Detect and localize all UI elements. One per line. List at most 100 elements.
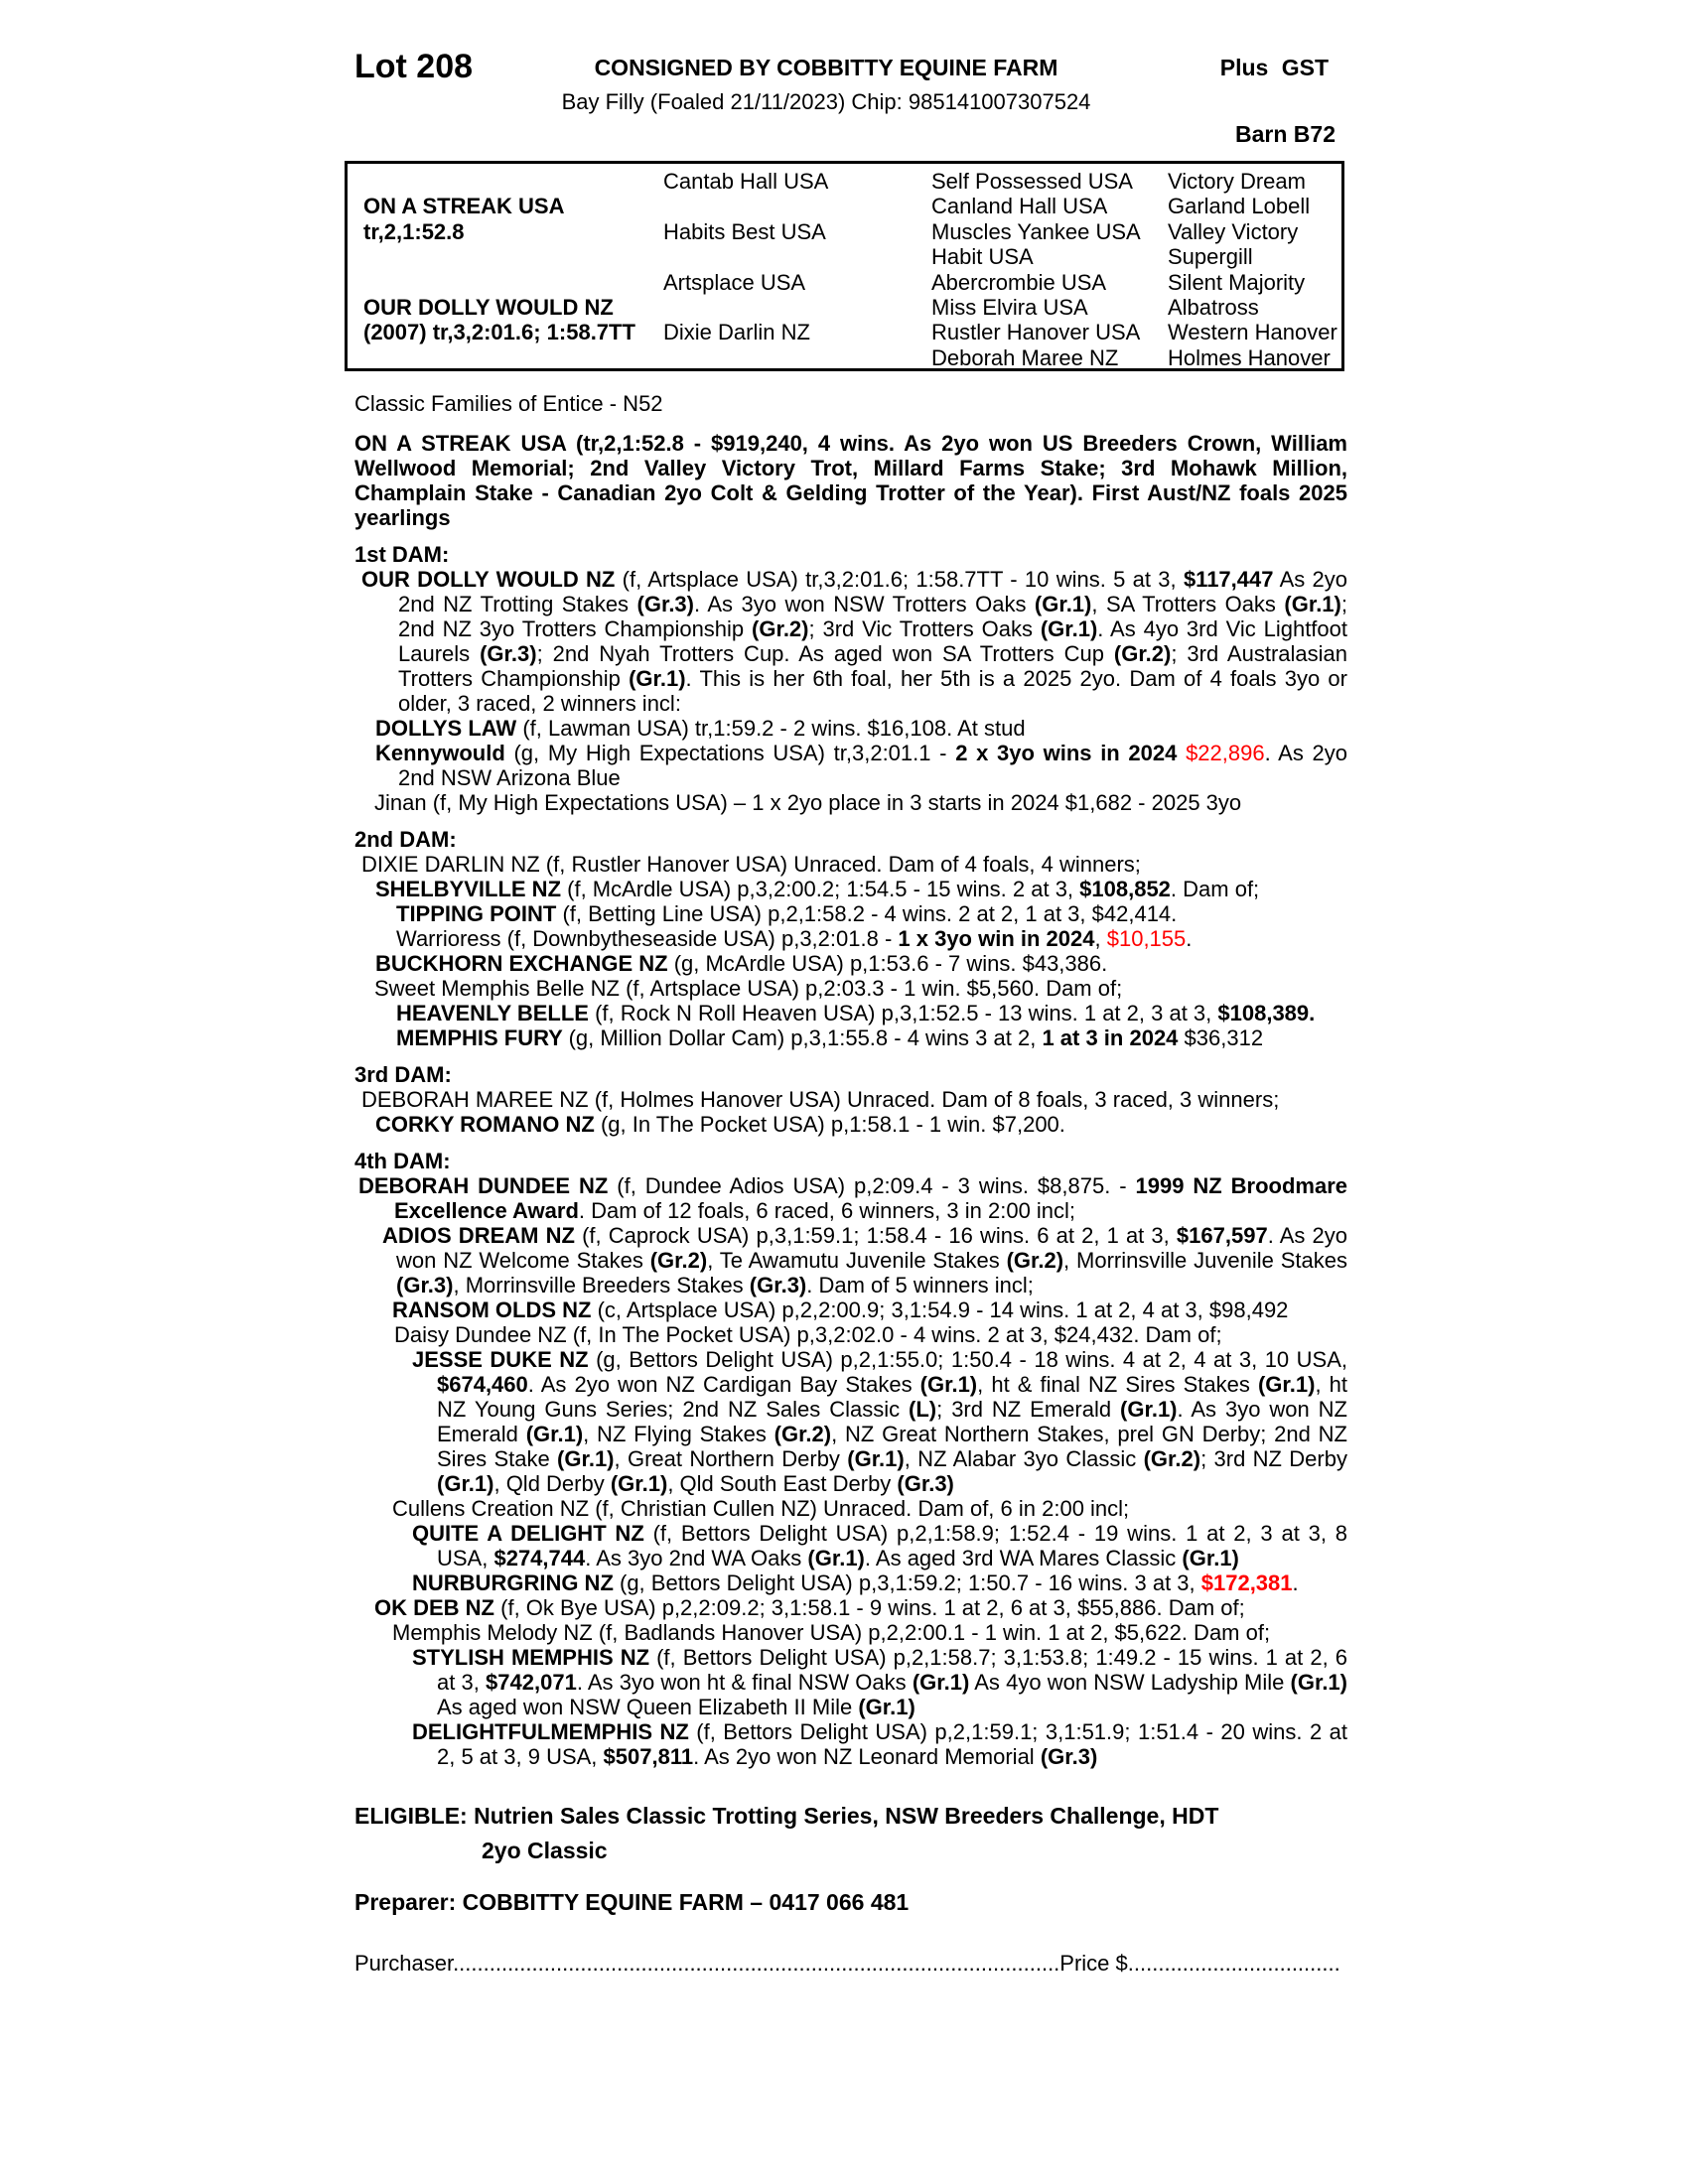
text-run: . As 3yo won NSW Trotters Oaks xyxy=(694,592,1035,616)
text-run: $36,312 xyxy=(1178,1025,1264,1050)
pedigree-cell: Artsplace USA xyxy=(663,269,806,295)
pedigree-cell: Silent Majority xyxy=(1168,269,1306,295)
pedigree-cell: Garland Lobell xyxy=(1168,194,1311,219)
pedigree-cell: Dixie Darlin NZ xyxy=(663,320,810,345)
text-run: (Gr.2) xyxy=(1143,1446,1201,1471)
pedigree-col-gen2: Cantab Hall USA Habits Best USA Artsplac… xyxy=(663,169,828,370)
pedigree-col-parents: ON A STREAK USA tr,2,1:52.8 OUR DOLLY WO… xyxy=(363,169,635,370)
para-jinan: Jinan (f, My High Expectations USA) – 1 … xyxy=(354,790,1347,815)
text-run: As 4yo won NSW Ladyship Mile xyxy=(969,1670,1291,1695)
pedigree-cell: Muscles Yankee USA xyxy=(931,218,1141,244)
text-run: 2 x 3yo wins in 2024 xyxy=(955,741,1187,765)
pedigree-cell: Self Possessed USA xyxy=(931,169,1133,194)
text-run: SHELBYVILLE NZ xyxy=(375,877,568,901)
pedigree-cell xyxy=(663,244,828,269)
pedigree-cell: Rustler Hanover USA xyxy=(931,320,1141,345)
barn-number: Barn B72 xyxy=(1235,121,1336,147)
sire-name: ON A STREAK USA xyxy=(363,194,565,219)
text-run: Purchaser xyxy=(354,1951,454,1976)
text-run: Price $ xyxy=(1059,1951,1128,1976)
para-kennywould: Kennywould (g, My High Expectations USA)… xyxy=(354,741,1347,790)
purchaser-line: Purchaser...............................… xyxy=(354,1951,1347,1976)
text-run: STYLISH MEMPHIS NZ xyxy=(412,1645,657,1670)
text-run: (Gr.1) xyxy=(610,1471,668,1496)
text-run: ; 2nd NZ 3yo Trotters Championship xyxy=(398,592,1347,641)
para-delightfulmemphis: DELIGHTFULMEMPHIS NZ (f, Bettors Delight… xyxy=(354,1719,1347,1769)
para-dollys-law: DOLLYS LAW (f, Lawman USA) tr,1:59.2 - 2… xyxy=(354,716,1347,741)
para-deborah-maree: DEBORAH MAREE NZ (f, Holmes Hanover USA)… xyxy=(354,1087,1347,1112)
text-run: Warrioress (f, Downbytheseaside USA) p,3… xyxy=(396,926,899,951)
para-ransom-olds: RANSOM OLDS NZ (c, Artsplace USA) p,2,2:… xyxy=(354,1297,1347,1322)
text-run: (f, Lawman USA) tr,1:59.2 - 2 wins. $16,… xyxy=(522,716,1026,741)
pedigree-cell: Victory Dream xyxy=(1168,169,1306,194)
text-run: (Gr.1) xyxy=(1182,1546,1239,1570)
text-run: (Gr.2) xyxy=(649,1248,708,1273)
preparer-line: Preparer: COBBITTY EQUINE FARM – 0417 06… xyxy=(354,1890,1347,1915)
text-run: (f, Bettors Delight USA) p,2,1:59.1; 3,1… xyxy=(437,1719,1347,1769)
heading-1st-dam: 1st DAM: xyxy=(354,542,1347,567)
para-tipping-point: TIPPING POINT (f, Betting Line USA) p,2,… xyxy=(354,901,1347,926)
text-run: (c, Artsplace USA) p,2,2:00.9; 3,1:54.9 … xyxy=(597,1297,1289,1322)
para-adios-dream: ADIOS DREAM NZ (f, Caprock USA) p,3,1:59… xyxy=(354,1223,1347,1297)
text-run: (Gr.1) xyxy=(858,1695,915,1719)
text-run: (Gr.3) xyxy=(897,1471,954,1496)
text-run: $167,597 xyxy=(1176,1223,1268,1248)
heading-4th-dam: 4th DAM: xyxy=(354,1149,1347,1173)
text-run: (Gr.2) xyxy=(1006,1248,1064,1273)
text-run: . This is her 6th foal, her 5th is a 202… xyxy=(398,666,1347,716)
pedigree-cell: Habit USA xyxy=(931,244,1034,270)
text-run: $10,155 xyxy=(1106,926,1187,951)
text-run: (Gr.1) xyxy=(847,1446,905,1471)
pedigree-cell: Miss Elvira USA xyxy=(931,294,1088,320)
pedigree-cell: Holmes Hanover xyxy=(1168,344,1331,370)
para-corky-romano: CORKY ROMANO NZ (g, In The Pocket USA) p… xyxy=(354,1112,1347,1137)
pedigree-cell: Abercrombie USA xyxy=(931,269,1107,295)
text-run: (f, Bettors Delight USA) p,2,1:58.9; 1:5… xyxy=(437,1521,1347,1570)
text-run: . Dam of; xyxy=(1170,877,1260,901)
text-run: , ht & final NZ Sires Stakes xyxy=(977,1372,1258,1397)
text-run: DEBORAH MAREE NZ (f, Holmes Hanover USA)… xyxy=(361,1087,1280,1112)
text-run: ; 3rd Australasian Trotters Championship xyxy=(398,641,1347,691)
text-run: ADIOS DREAM NZ xyxy=(382,1223,583,1248)
pedigree-cell: Supergill xyxy=(1168,244,1253,270)
text-run: Classic Families of Entice - N52 xyxy=(354,391,663,416)
text-run: ; 2nd Nyah Trotters Cup. As aged won SA … xyxy=(536,641,1114,666)
heading-2nd-dam: 2nd DAM: xyxy=(354,827,1347,852)
text-run: (Gr.1) xyxy=(1284,592,1341,616)
text-run: (Gr.3) xyxy=(1040,1744,1098,1769)
text-run: . As 2yo won NZ Leonard Memorial xyxy=(693,1744,1041,1769)
text-run: HEAVENLY BELLE xyxy=(396,1001,596,1025)
text-run: Sweet Memphis Belle NZ (f, Artsplace USA… xyxy=(374,976,1123,1001)
text-run: 1 x 3yo win in 2024 xyxy=(898,926,1095,951)
text-run: $22,896 xyxy=(1186,741,1265,765)
text-run: $274,744 xyxy=(493,1546,586,1570)
text-run: As 2yo 2nd NZ Trotting Stakes xyxy=(398,567,1348,616)
text-run: $742,071 xyxy=(486,1670,577,1695)
text-run: . As 3yo won ht & final NSW Oaks xyxy=(576,1670,913,1695)
text-run: (g, My High Expectations USA) tr,3,2:01.… xyxy=(513,741,956,765)
text-run: (g, Bettors Delight USA) p,2,1:55.0; 1:5… xyxy=(596,1347,1347,1372)
pedigree-cell xyxy=(363,244,635,269)
pedigree-cell: Valley Victory xyxy=(1168,218,1299,244)
text-run: , ht NZ Young Guns Series; 2nd NZ Sales … xyxy=(437,1372,1348,1422)
text-run: , NZ Great Northern Stakes, prel GN Derb… xyxy=(437,1422,1347,1471)
text-run: $172,381 xyxy=(1200,1570,1293,1595)
text-run: (Gr.1) xyxy=(1120,1397,1178,1422)
text-run: (Gr.3) xyxy=(636,592,694,616)
pedigree-cell: Canland Hall USA xyxy=(931,194,1108,219)
text-run: Kennywould xyxy=(375,741,514,765)
pedigree-cell: Western Hanover xyxy=(1168,320,1337,345)
text-run: (Gr.1) xyxy=(1034,592,1092,616)
text-run: OK DEB NZ xyxy=(374,1595,501,1620)
para-our-dolly-would: OUR DOLLY WOULD NZ (f, Artsplace USA) tr… xyxy=(354,567,1347,716)
text-run: (g, In The Pocket USA) p,1:58.1 - 1 win.… xyxy=(600,1112,1065,1137)
text-run: Daisy Dundee NZ (f, In The Pocket USA) p… xyxy=(394,1322,1222,1347)
text-run: MEMPHIS FURY xyxy=(396,1025,569,1050)
para-ok-deb: OK DEB NZ (f, Ok Bye USA) p,2,2:09.2; 3,… xyxy=(354,1595,1347,1620)
text-run: ........................................… xyxy=(453,1951,1060,1976)
para-memphis-fury: MEMPHIS FURY (g, Million Dollar Cam) p,3… xyxy=(354,1025,1347,1050)
para-cullens-creation: Cullens Creation NZ (f, Christian Cullen… xyxy=(354,1496,1347,1521)
text-run: DOLLYS LAW xyxy=(375,716,523,741)
text-run: OUR DOLLY WOULD NZ xyxy=(361,567,623,592)
